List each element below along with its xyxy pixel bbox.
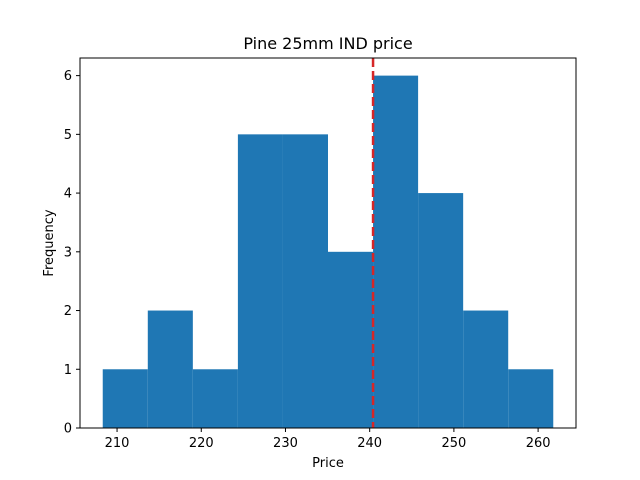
x-tick-label: 220 <box>189 436 214 451</box>
histogram-bar <box>192 369 238 428</box>
histogram-bar <box>237 134 283 428</box>
y-tick-label: 3 <box>64 245 72 260</box>
y-axis-label: Frequency <box>42 209 57 276</box>
y-axis-ticks: 0 1 2 3 4 5 6 <box>64 69 80 437</box>
plot-frame <box>79 57 577 429</box>
histogram-bar <box>418 193 464 428</box>
histogram-bar <box>282 134 328 428</box>
histogram-bar <box>373 75 419 428</box>
y-tick-label: 6 <box>64 69 72 84</box>
histogram-bar <box>102 369 148 428</box>
x-axis-ticks: 210 220 230 240 250 260 <box>105 428 551 451</box>
histogram-bars <box>102 75 554 428</box>
chart-title: Pine 25mm IND price <box>243 34 412 53</box>
y-tick-label: 2 <box>64 304 72 319</box>
histogram-bar <box>328 251 374 428</box>
y-tick-label: 5 <box>64 128 72 143</box>
histogram-bar <box>463 310 509 428</box>
y-tick-label: 4 <box>64 187 72 202</box>
x-tick-label: 240 <box>357 436 382 451</box>
histogram-bar <box>508 369 554 428</box>
x-tick-label: 260 <box>526 436 551 451</box>
histogram-bar <box>147 310 193 428</box>
y-tick-label: 0 <box>64 422 72 437</box>
x-tick-label: 250 <box>441 436 466 451</box>
y-tick-label: 1 <box>64 363 72 378</box>
x-tick-label: 230 <box>273 436 298 451</box>
x-axis-label: Price <box>312 456 344 471</box>
x-tick-label: 210 <box>105 436 130 451</box>
